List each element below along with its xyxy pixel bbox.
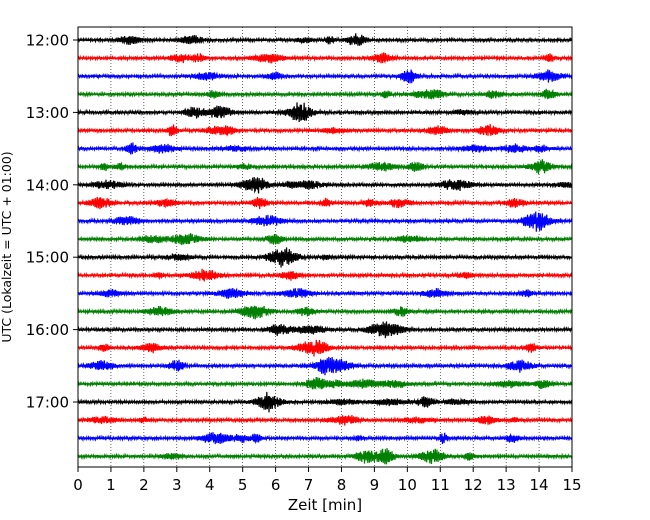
x-tick-label: 4 [205, 476, 215, 494]
trace-lines [77, 33, 573, 465]
x-tick-label: 10 [398, 476, 417, 494]
x-tick-label: 14 [530, 476, 549, 494]
plot-frame [77, 26, 573, 468]
trace-1200 [77, 33, 573, 46]
x-tick-label: 11 [431, 476, 450, 494]
trace-1245 [77, 88, 573, 100]
trace-1530 [77, 287, 573, 299]
x-tick-label: 6 [271, 476, 281, 494]
x-tick-label: 0 [73, 476, 83, 494]
trace-1230 [77, 69, 573, 84]
trace-1445 [77, 233, 573, 246]
y-tick-label: 16:00 [26, 321, 69, 339]
x-tick-label: 5 [238, 476, 248, 494]
x-axis-title: Zeit [min] [288, 496, 362, 514]
trace-1545 [77, 305, 573, 320]
x-tick-label: 8 [337, 476, 347, 494]
x-tick-label: 1 [106, 476, 116, 494]
x-tick-label: 3 [172, 476, 182, 494]
x-tick-label: 7 [304, 476, 314, 494]
y-tick-label: 13:00 [26, 104, 69, 122]
trace-1345 [77, 159, 573, 175]
trace-1730 [77, 432, 573, 445]
trace-1430 [77, 211, 573, 232]
trace-1715 [77, 415, 573, 426]
y-tick-label: 14:00 [26, 176, 69, 194]
trace-1400 [77, 177, 573, 194]
trace-1515 [77, 268, 573, 282]
trace-1215 [77, 52, 573, 65]
x-tick-label: 9 [370, 476, 380, 494]
trace-1330 [77, 142, 573, 155]
trace-1500 [77, 247, 573, 268]
trace-1315 [77, 124, 573, 137]
grid-lines [110, 27, 540, 467]
axis-ticks: 0 1 2 3 4 5 6 7 8 9 10 11 12 13 14 1512:0013:0014:0015:… [26, 32, 582, 495]
y-tick-label: 15:00 [26, 249, 69, 267]
x-tick-label: 15 [562, 476, 581, 494]
trace-1615 [77, 339, 573, 357]
x-tick-label: 13 [497, 476, 516, 494]
x-tick-label: 2 [139, 476, 149, 494]
y-tick-label: 12:00 [26, 32, 69, 50]
trace-1415 [77, 196, 573, 210]
trace-1745 [77, 447, 573, 465]
trace-1300 [77, 102, 573, 123]
y-axis-title: UTC (Lokalzeit = UTC + 01:00) [0, 151, 14, 342]
trace-1630 [77, 356, 573, 376]
x-tick-label: 12 [464, 476, 483, 494]
trace-1600 [77, 321, 573, 339]
y-tick-label: 17:00 [26, 394, 69, 412]
trace-1700 [77, 391, 573, 413]
trace-1645 [77, 377, 573, 390]
